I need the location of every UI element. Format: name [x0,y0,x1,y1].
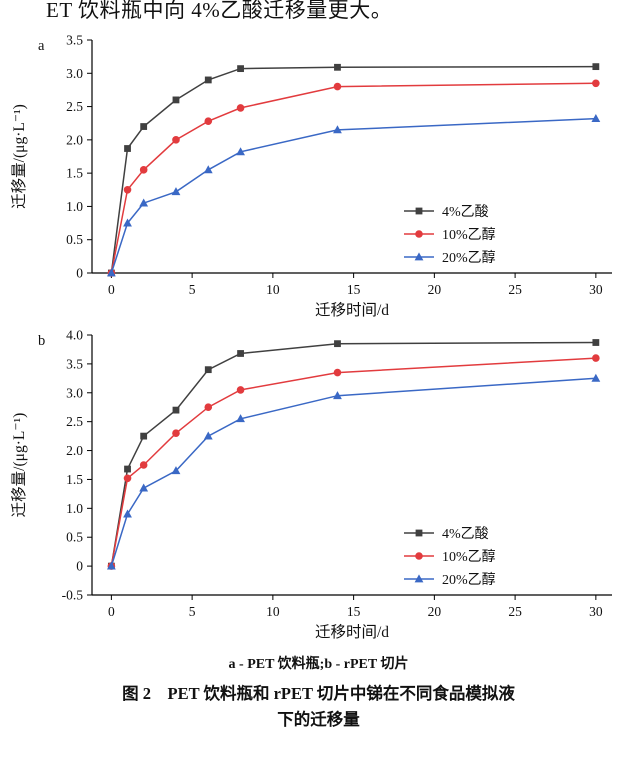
svg-text:1.5: 1.5 [66,472,83,487]
svg-text:20: 20 [428,282,442,297]
figure-caption-line1: 图 2 PET 饮料瓶和 rPET 切片中锑在不同食品模拟液 [122,684,515,703]
body-text: ET 饮料瓶中向 4%乙酸迁移量更大。 [46,0,393,22]
svg-text:10%乙醇: 10%乙醇 [442,226,496,243]
svg-text:0: 0 [108,604,115,619]
svg-text:0: 0 [76,559,83,574]
svg-text:a: a [38,38,45,54]
svg-text:10%乙醇: 10%乙醇 [442,548,496,565]
figure-caption: a - PET 饮料瓶;b - rPET 切片 图 2 PET 饮料瓶和 rPE… [0,653,637,732]
svg-text:1.0: 1.0 [66,199,83,214]
svg-text:迁移量/(μg·L⁻¹): 迁移量/(μg·L⁻¹) [10,413,28,518]
svg-text:1.5: 1.5 [66,166,83,181]
svg-text:3.0: 3.0 [66,66,83,81]
body-text-clip: ET 饮料瓶中向 4%乙酸迁移量更大。 [46,0,637,26]
svg-text:0.5: 0.5 [66,530,83,545]
svg-text:1.0: 1.0 [66,501,83,516]
svg-text:4.0: 4.0 [66,328,83,343]
svg-text:b: b [38,333,45,349]
figure-page: ET 饮料瓶中向 4%乙酸迁移量更大。 0 5 10 15 20 25 30 0 0.5 1.0 1… [0,0,637,732]
svg-text:0.5: 0.5 [66,232,83,247]
svg-text:20%乙醇: 20%乙醇 [442,571,496,588]
svg-text:2.0: 2.0 [66,132,83,147]
svg-text:3.5: 3.5 [66,356,83,371]
svg-text:5: 5 [189,282,196,297]
svg-text:3.0: 3.0 [66,385,83,400]
chart-panel-b: 0 5 10 15 20 25 30 -0.5 0 0.5 1.0 1.5 2.0 2.5 3.0 3.5 4.… [8,323,637,645]
svg-text:15: 15 [347,604,361,619]
svg-text:15: 15 [347,282,361,297]
caption-subtitle: a - PET 饮料瓶;b - rPET 切片 [228,657,409,672]
svg-text:2.0: 2.0 [66,443,83,458]
svg-text:4%乙酸: 4%乙酸 [442,526,489,542]
svg-text:5: 5 [189,604,196,619]
svg-text:2.5: 2.5 [66,414,83,429]
svg-text:10: 10 [266,604,280,619]
svg-text:25: 25 [508,282,522,297]
chart-panel-a: 0 5 10 15 20 25 30 0 0.5 1.0 1.5 2.0 2.5 3.0 3.5 迁移时间/d… [8,28,637,323]
svg-text:4%乙酸: 4%乙酸 [442,204,489,220]
svg-text:20%乙醇: 20%乙醇 [442,249,496,266]
svg-text:迁移时间/d: 迁移时间/d [315,623,389,641]
svg-text:迁移量/(μg·L⁻¹): 迁移量/(μg·L⁻¹) [10,104,28,209]
svg-text:0: 0 [76,266,83,281]
svg-text:2.5: 2.5 [66,99,83,114]
svg-text:迁移时间/d: 迁移时间/d [315,301,389,319]
svg-text:3.5: 3.5 [66,33,83,48]
svg-text:10: 10 [266,282,280,297]
svg-text:25: 25 [508,604,522,619]
chart-b: 0 5 10 15 20 25 30 -0.5 0 0.5 1.0 1.5 2.0 2.5 3.0 3.5 4.… [10,328,612,641]
svg-text:20: 20 [428,604,442,619]
svg-text:30: 30 [589,604,603,619]
svg-text:-0.5: -0.5 [62,588,84,603]
figure-caption-line2: 下的迁移量 [277,709,360,729]
svg-text:0: 0 [108,282,115,297]
svg-text:30: 30 [589,282,603,297]
chart-a: 0 5 10 15 20 25 30 0 0.5 1.0 1.5 2.0 2.5 3.0 3.5 迁移时间/d… [10,33,612,319]
